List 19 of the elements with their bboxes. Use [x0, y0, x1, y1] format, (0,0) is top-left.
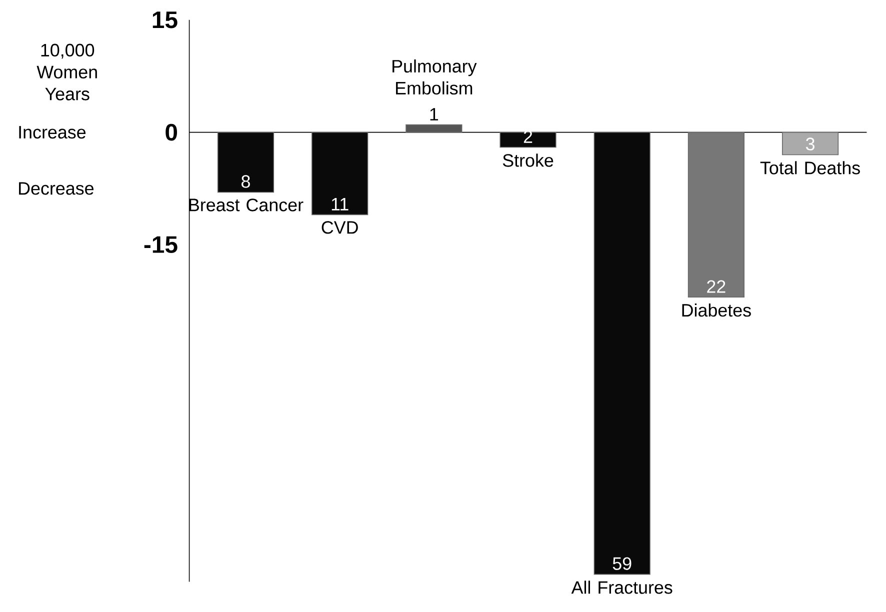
- y-tick-label: 15: [152, 12, 178, 28]
- annotation: 8: [242, 175, 250, 188]
- x-tick-label: CVD: [322, 221, 358, 234]
- annotation: 22: [707, 280, 726, 293]
- x-tick-label: Breast Cancer: [189, 198, 304, 212]
- annotation: 59: [612, 557, 632, 570]
- text: Increase: [19, 126, 86, 139]
- x-tick-label: All Fractures: [571, 580, 672, 594]
- annotation: 1: [430, 108, 438, 121]
- text: Decrease: [19, 182, 94, 195]
- x-tick-label: Stroke: [502, 154, 554, 167]
- y-axis-title: 10,000 Women Years: [36, 44, 97, 101]
- x-tick-label: Total Deaths: [760, 161, 860, 174]
- y-tick-label: 0: [166, 124, 178, 141]
- x-tick-label: Pulmonary Embolism: [392, 60, 477, 95]
- x-tick-label: Diabetes: [682, 304, 751, 317]
- y-tick-label: -15: [144, 236, 178, 254]
- annotation: 11: [332, 198, 348, 210]
- annotation: 3: [806, 138, 814, 151]
